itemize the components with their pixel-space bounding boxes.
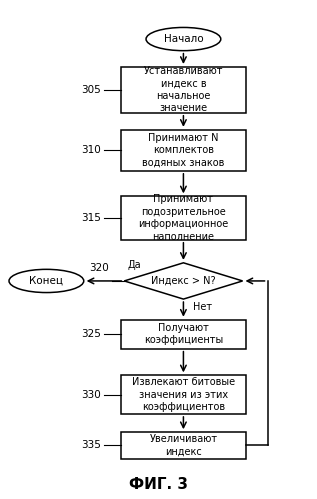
FancyBboxPatch shape (121, 432, 246, 459)
Text: Конец: Конец (29, 276, 63, 286)
Text: 310: 310 (81, 145, 101, 155)
Text: Устанавливают
индекс в
начальное
значение: Устанавливают индекс в начальное значени… (144, 66, 223, 113)
Text: 330: 330 (81, 390, 101, 400)
Text: 315: 315 (81, 213, 101, 223)
Text: Нет: Нет (193, 301, 212, 311)
Text: 325: 325 (81, 329, 101, 339)
FancyBboxPatch shape (121, 130, 246, 171)
Text: Принимают
подозрительное
информационное
наполнение: Принимают подозрительное информационное … (138, 195, 229, 242)
Ellipse shape (9, 269, 84, 292)
Text: Индекс > N?: Индекс > N? (151, 276, 216, 286)
Text: 335: 335 (81, 441, 101, 451)
FancyBboxPatch shape (121, 375, 246, 414)
Polygon shape (124, 263, 243, 299)
Text: 305: 305 (81, 85, 101, 95)
Text: Увеличивают
индекс: Увеличивают индекс (149, 434, 217, 457)
FancyBboxPatch shape (121, 320, 246, 349)
Text: ФИГ. 3: ФИГ. 3 (129, 477, 188, 492)
Text: Начало: Начало (164, 34, 203, 44)
FancyBboxPatch shape (121, 196, 246, 240)
Text: Извлекают битовые
значения из этих
коэффициентов: Извлекают битовые значения из этих коэфф… (132, 377, 235, 412)
Text: Принимают N
комплектов
водяных знаков: Принимают N комплектов водяных знаков (142, 133, 225, 168)
Text: Да: Да (127, 260, 141, 270)
Ellipse shape (146, 27, 221, 51)
FancyBboxPatch shape (121, 67, 246, 113)
Text: 320: 320 (89, 262, 109, 272)
Text: Получают
коэффициенты: Получают коэффициенты (144, 323, 223, 345)
